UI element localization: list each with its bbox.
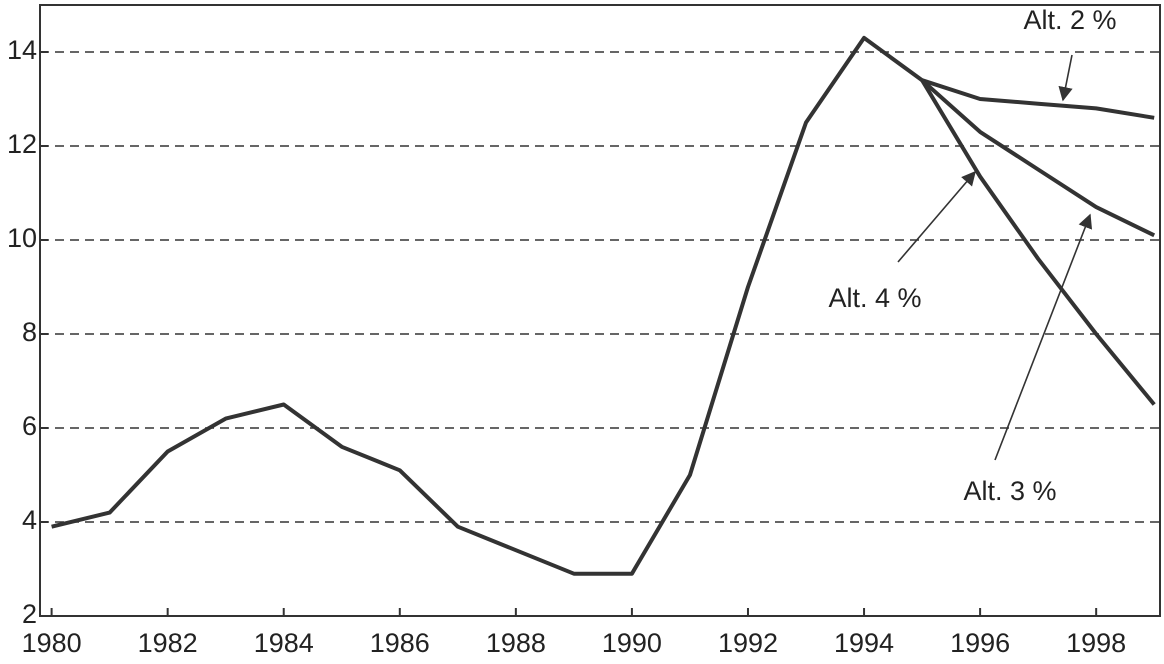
x-tick-label: 1992 bbox=[718, 628, 778, 658]
data-line bbox=[51, 35, 924, 576]
data-line bbox=[920, 78, 1156, 238]
x-tick-label: 1988 bbox=[486, 628, 546, 658]
series-label: Alt. 4 % bbox=[828, 283, 921, 313]
label-arrow bbox=[897, 170, 976, 263]
x-tick-label: 1980 bbox=[22, 628, 82, 658]
y-tick-label: 12 bbox=[7, 129, 37, 159]
data-line bbox=[921, 78, 1155, 120]
y-tick-label: 8 bbox=[22, 317, 37, 347]
x-tick-label: 1994 bbox=[834, 628, 894, 658]
x-tick-label: 1990 bbox=[602, 628, 662, 658]
x-tick-label: 1998 bbox=[1066, 628, 1126, 658]
x-tick-label: 1984 bbox=[254, 628, 314, 658]
series-label: Alt. 3 % bbox=[963, 476, 1056, 506]
label-arrow bbox=[994, 213, 1093, 461]
y-tick-label: 6 bbox=[22, 411, 37, 441]
plot-frame bbox=[39, 4, 1161, 617]
x-tick-label: 1986 bbox=[370, 628, 430, 658]
x-tick-label: 1982 bbox=[138, 628, 198, 658]
x-tick-label: 1996 bbox=[950, 628, 1010, 658]
y-tick-label: 4 bbox=[22, 505, 37, 535]
y-tick-label: 2 bbox=[22, 599, 37, 629]
label-arrow bbox=[1058, 54, 1073, 102]
y-tick-label: 10 bbox=[7, 223, 37, 253]
series-label: Alt. 2 % bbox=[1023, 5, 1116, 35]
y-tick-label: 14 bbox=[7, 35, 37, 65]
data-line bbox=[920, 79, 1156, 406]
